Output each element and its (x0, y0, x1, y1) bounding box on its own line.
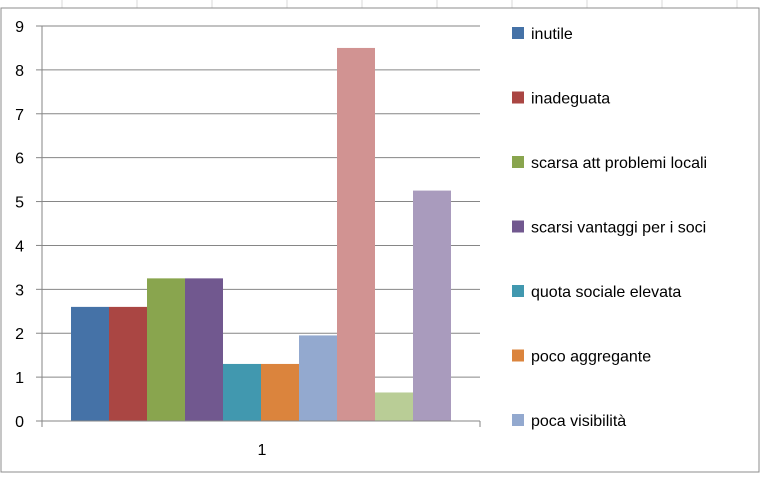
legend-swatch (512, 156, 524, 168)
bar (185, 278, 223, 421)
legend-label: poco aggregante (531, 349, 651, 366)
bar (147, 278, 185, 421)
legend-label: scarsi vantaggi per i soci (531, 220, 706, 237)
bar (337, 47, 375, 421)
legend-swatch (512, 220, 524, 233)
bar (413, 190, 451, 421)
legend-label: inutile (531, 26, 573, 43)
x-axis: 1 (41, 420, 481, 459)
y-tick-label: 0 (15, 414, 24, 431)
bar (109, 306, 147, 421)
y-tick-label: 7 (15, 107, 24, 124)
bar (223, 363, 261, 421)
bar-series (71, 47, 451, 421)
legend-swatch (512, 285, 524, 297)
legend-label: scarsa att problemi locali (531, 155, 707, 172)
x-tick-label: 1 (258, 442, 267, 459)
bar (299, 335, 337, 421)
legend-swatch (512, 27, 524, 39)
bar (375, 392, 413, 421)
y-tick-label: 3 (15, 282, 24, 299)
y-tick-label: 8 (15, 63, 24, 80)
bar (261, 363, 299, 421)
legend-label: inadeguata (531, 91, 610, 108)
y-tick-label: 2 (15, 326, 24, 343)
bar (71, 306, 109, 421)
legend-swatch (512, 349, 524, 362)
legend-label: poca visibilità (531, 413, 626, 430)
y-tick-label: 1 (15, 370, 24, 387)
y-tick-label: 4 (15, 238, 24, 255)
legend: inutile inadeguata scarsa att problemi loc… (512, 26, 707, 430)
spreadsheet-gridlines (61, 0, 738, 8)
legend-swatch (512, 91, 524, 104)
legend-swatch (512, 414, 524, 426)
y-tick-label: 9 (15, 19, 24, 36)
legend-label: quota sociale elevata (531, 284, 681, 301)
y-axis: 0 1 2 3 4 5 6 7 8 9 (15, 19, 43, 431)
y-tick-label: 6 (15, 151, 24, 168)
y-tick-label: 5 (15, 195, 24, 212)
